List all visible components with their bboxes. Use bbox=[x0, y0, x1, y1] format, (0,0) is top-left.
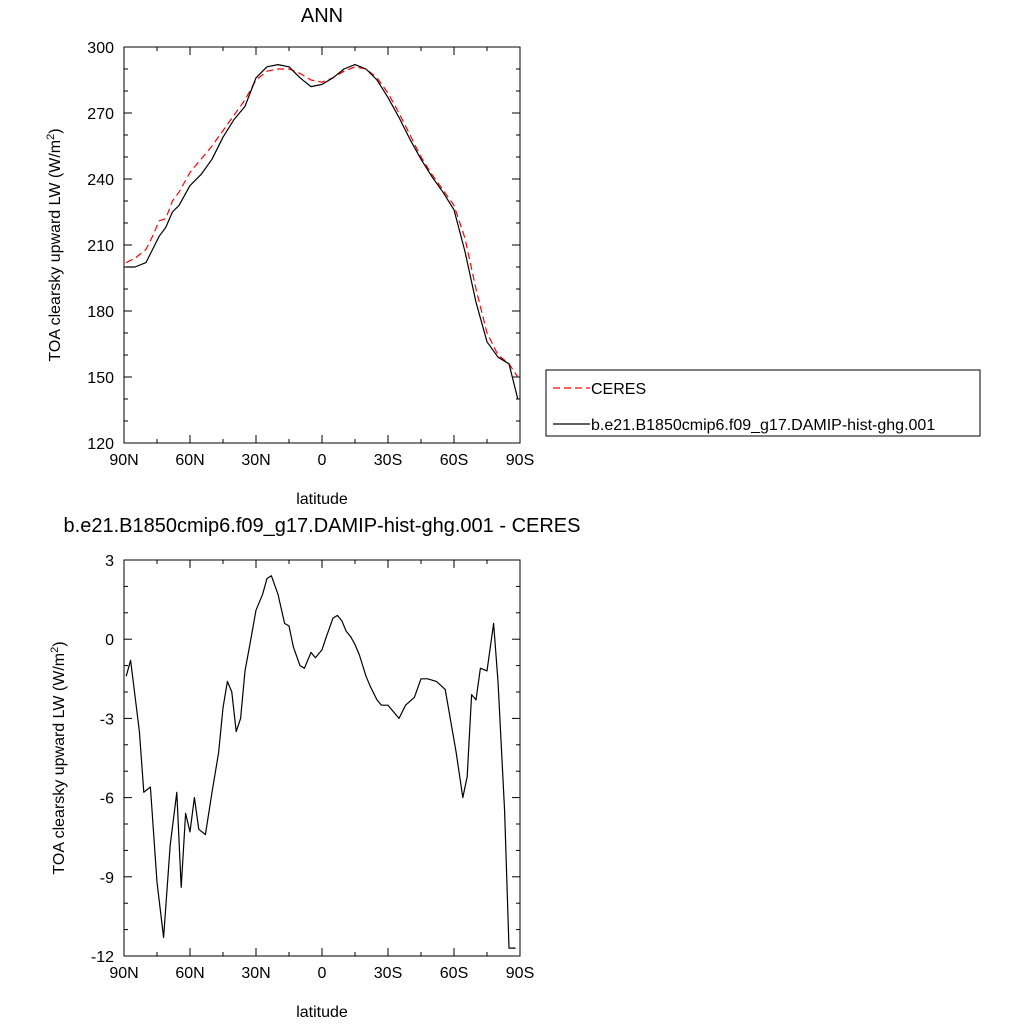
series-line-model bbox=[126, 63, 519, 400]
y-axis-label-main: TOA clearsky upward LW (W/m bbox=[47, 140, 64, 362]
x-tick-label: 90N bbox=[109, 452, 138, 469]
x-axis: 90N 60N 30N 0 30S 60S 90S bbox=[109, 47, 534, 469]
plot-frame bbox=[123, 46, 521, 444]
y-axis-label-superscript: 2 bbox=[49, 647, 61, 653]
x-tick-label: 60N bbox=[175, 965, 204, 982]
x-axis-label: latitude bbox=[296, 491, 348, 508]
x-tick-label: 60S bbox=[440, 452, 468, 469]
x-tick-label: 60N bbox=[175, 452, 204, 469]
x-tick-label: 30N bbox=[241, 965, 270, 982]
x-tick-label: 30N bbox=[241, 452, 270, 469]
legend-label-model: b.e21.B1850cmip6.f09_g17.DAMIP-hist-ghg.… bbox=[591, 417, 935, 434]
series-line-difference bbox=[125, 575, 516, 949]
x-tick-label: 30S bbox=[374, 965, 402, 982]
series-line-ceres bbox=[125, 66, 519, 378]
y-tick-label: 3 bbox=[105, 553, 114, 570]
y-tick-label: 210 bbox=[87, 238, 114, 255]
chart-panel-ann: ANN 90N 60N 30N 0 30S 60S 90S 120 150 180 210 240 2… bbox=[45, 5, 981, 508]
x-axis: 90N 60N 30N 0 30S 60S 90S bbox=[109, 560, 534, 982]
y-axis-label-tail: ) bbox=[51, 641, 68, 646]
x-tick-label: 60S bbox=[440, 965, 468, 982]
legend: CERES b.e21.B1850cmip6.f09_g17.DAMIP-his… bbox=[545, 369, 981, 437]
legend-box bbox=[545, 369, 981, 437]
x-tick-label: 0 bbox=[318, 452, 327, 469]
y-tick-label: -9 bbox=[100, 870, 114, 887]
y-axis-label-superscript: 2 bbox=[45, 134, 57, 140]
y-tick-label: 120 bbox=[87, 436, 114, 453]
y-tick-label: 300 bbox=[87, 40, 114, 57]
y-axis-label: TOA clearsky upward LW (W/m2) bbox=[49, 641, 68, 874]
x-axis-label: latitude bbox=[296, 1004, 348, 1021]
chart-title: ANN bbox=[301, 5, 343, 27]
series-layer bbox=[125, 63, 519, 400]
legend-label-ceres: CERES bbox=[591, 381, 646, 398]
y-tick-label: 180 bbox=[87, 304, 114, 321]
chart-title: b.e21.B1850cmip6.f09_g17.DAMIP-hist-ghg.… bbox=[64, 515, 581, 537]
y-tick-label: -3 bbox=[100, 711, 114, 728]
y-axis-label-main: TOA clearsky upward LW (W/m bbox=[51, 653, 68, 875]
y-tick-label: -6 bbox=[100, 791, 114, 808]
y-tick-label: 270 bbox=[87, 106, 114, 123]
y-tick-label: 240 bbox=[87, 172, 114, 189]
x-tick-label: 90S bbox=[506, 452, 534, 469]
y-tick-label: -12 bbox=[91, 949, 114, 966]
x-tick-label: 30S bbox=[374, 452, 402, 469]
x-tick-label: 90S bbox=[506, 965, 534, 982]
plot-frame bbox=[123, 559, 521, 957]
x-tick-label: 0 bbox=[318, 965, 327, 982]
y-axis-label: TOA clearsky upward LW (W/m2) bbox=[45, 128, 64, 361]
x-tick-label: 90N bbox=[109, 965, 138, 982]
chart-panel-difference: b.e21.B1850cmip6.f09_g17.DAMIP-hist-ghg.… bbox=[49, 515, 580, 1021]
y-tick-label: 150 bbox=[87, 370, 114, 387]
series-layer bbox=[125, 575, 516, 949]
y-tick-label: 0 bbox=[105, 632, 114, 649]
y-axis-label-tail: ) bbox=[47, 128, 64, 133]
y-axis: 3 0 -3 -6 -9 -12 bbox=[91, 553, 520, 966]
y-axis: 120 150 180 210 240 270 300 bbox=[87, 40, 520, 453]
